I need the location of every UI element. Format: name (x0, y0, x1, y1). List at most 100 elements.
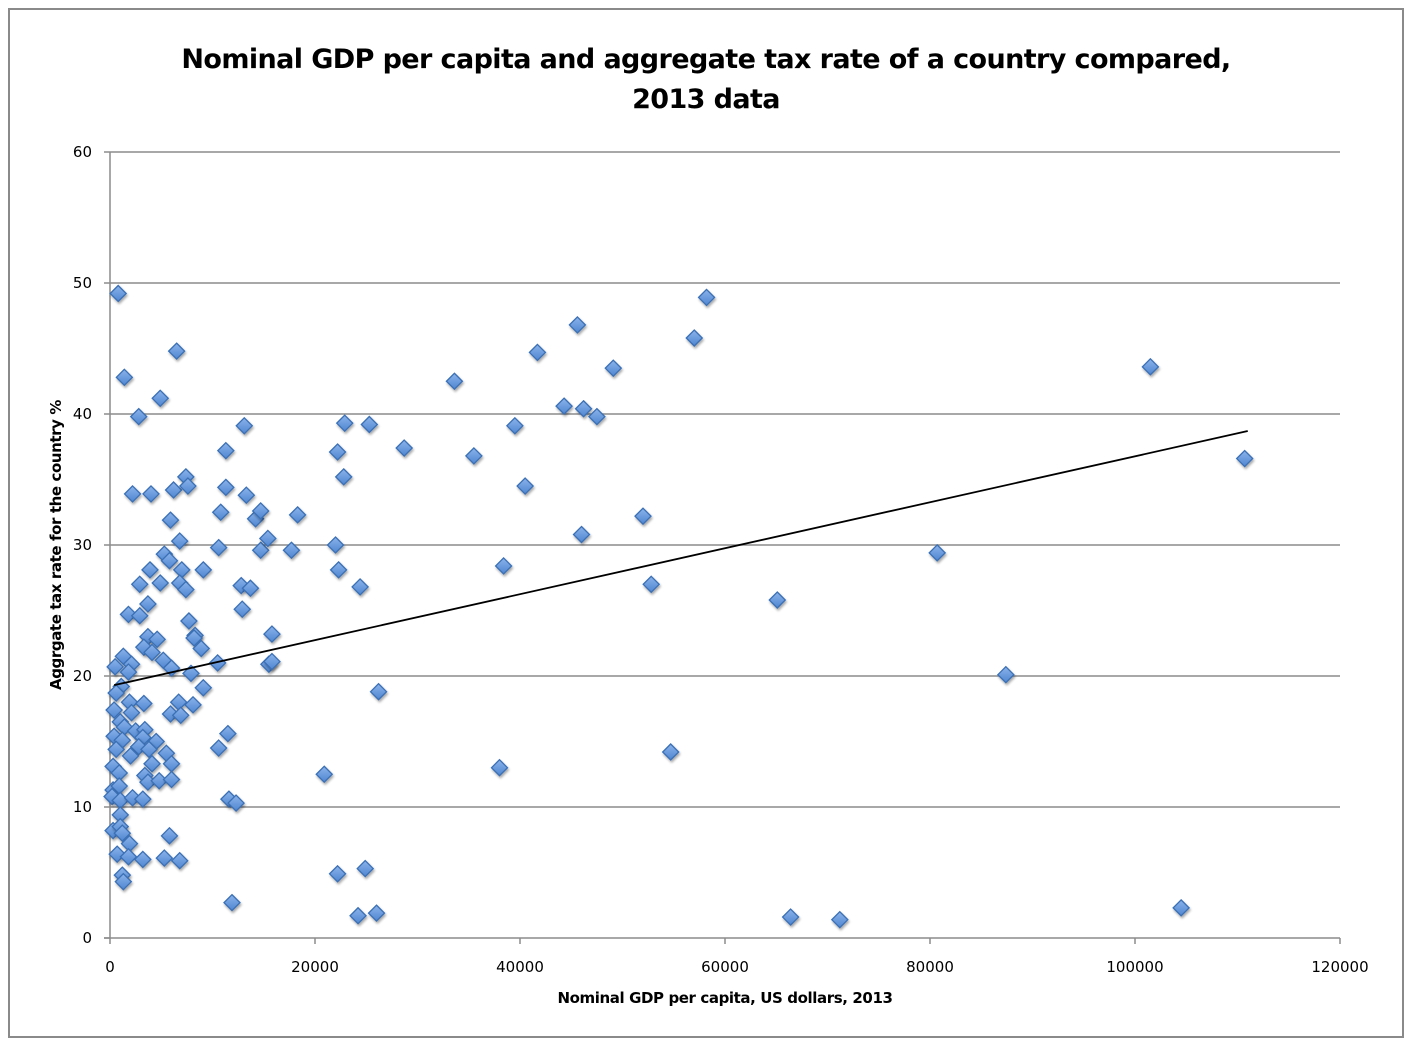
data-point (142, 484, 160, 503)
gridlines (110, 151, 1340, 808)
data-point (216, 441, 235, 460)
data-point (661, 743, 680, 761)
data-point (170, 532, 189, 550)
data-point (155, 849, 174, 868)
x-axis-label: Nominal GDP per capita, US dollars, 2013 (557, 989, 892, 1007)
data-point (223, 893, 241, 912)
data-point (194, 678, 213, 697)
data-point (180, 612, 198, 630)
data-point (494, 557, 513, 575)
x-tick-label: 0 (105, 958, 115, 976)
data-point (172, 560, 191, 579)
data-point (445, 372, 464, 391)
data-point (194, 560, 213, 579)
data-point (109, 284, 128, 303)
x-tick-label: 60000 (701, 958, 749, 976)
data-point (209, 538, 228, 557)
data-point (140, 740, 158, 759)
data-point (634, 507, 652, 526)
data-point (315, 765, 334, 784)
data-point (209, 739, 228, 757)
chart-title: Nominal GDP per capita and aggregate tax… (0, 40, 1412, 120)
data-point (251, 541, 270, 560)
x-tick-label: 120000 (1311, 958, 1368, 976)
data-point (161, 511, 180, 530)
data-point (107, 740, 126, 759)
data-point (184, 695, 202, 714)
data-point (216, 478, 235, 497)
data-point (237, 486, 256, 505)
data-point (121, 746, 140, 765)
data-point (148, 630, 167, 649)
data-point (574, 399, 593, 418)
data-point (642, 575, 661, 594)
data-point (113, 824, 132, 843)
data-point (171, 706, 190, 725)
data-point (123, 484, 142, 503)
data-point (516, 477, 535, 495)
data-point (211, 503, 230, 522)
y-tick-label: 40 (73, 405, 92, 423)
data-point (572, 525, 591, 544)
data-point (167, 342, 186, 361)
y-axis-label: Aggrgate tax rate for the country % (47, 400, 65, 690)
y-tick-label: 60 (73, 143, 92, 161)
data-point (151, 389, 170, 408)
data-point (106, 657, 125, 676)
data-point (263, 652, 281, 671)
data-point (1172, 898, 1191, 917)
data-point (369, 682, 388, 701)
x-tick-labels: 0 20000 40000 60000 80000 100000 120000 (105, 958, 1368, 976)
data-point (263, 625, 281, 643)
data-point (356, 859, 375, 878)
y-tick-label: 0 (82, 929, 92, 947)
data-point (568, 316, 587, 334)
x-tick-label: 80000 (906, 958, 954, 976)
chart-frame (8, 8, 1404, 1038)
data-point (555, 397, 573, 416)
data-point (114, 872, 133, 891)
data-point (160, 551, 179, 570)
data-point (162, 770, 181, 789)
data-point (160, 826, 179, 845)
data-point (351, 578, 370, 596)
data-point (328, 864, 347, 883)
y-tick-label: 50 (73, 274, 92, 292)
data-point (768, 591, 787, 609)
axes (104, 151, 1341, 944)
data-point (996, 665, 1015, 684)
data-point (130, 606, 149, 625)
data-point (464, 447, 483, 465)
data-points (103, 284, 1254, 929)
data-point (233, 600, 252, 619)
data-point (328, 443, 347, 461)
data-point (134, 694, 153, 713)
data-point (781, 908, 800, 926)
data-point (928, 543, 947, 562)
data-point (241, 579, 260, 598)
data-point (326, 536, 345, 554)
data-point (119, 663, 138, 681)
x-tick-label: 20000 (291, 958, 339, 976)
data-point (133, 850, 152, 869)
data-point (395, 439, 414, 457)
x-tick-label: 100000 (1106, 958, 1163, 976)
data-point (178, 477, 197, 495)
data-point (151, 574, 170, 592)
data-point (830, 910, 849, 929)
data-point (115, 368, 134, 387)
data-point (143, 643, 161, 662)
data-point (170, 851, 189, 870)
data-point (367, 904, 386, 923)
y-tick-label: 10 (73, 798, 92, 816)
data-point (218, 724, 237, 743)
data-point (164, 481, 183, 499)
data-point (141, 560, 159, 579)
data-point (335, 414, 354, 433)
data-point (143, 754, 161, 773)
data-point (192, 639, 211, 658)
x-tick-label: 40000 (496, 958, 544, 976)
data-point (505, 416, 524, 435)
data-point (129, 407, 148, 426)
